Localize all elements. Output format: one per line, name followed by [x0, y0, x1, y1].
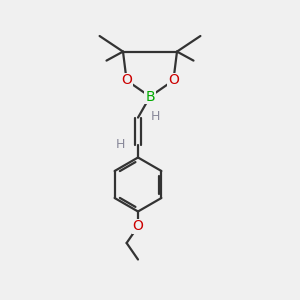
- Text: O: O: [121, 74, 132, 87]
- Text: O: O: [168, 74, 179, 87]
- Text: H: H: [116, 137, 125, 151]
- Text: B: B: [145, 90, 155, 104]
- Text: O: O: [133, 220, 143, 233]
- Text: H: H: [151, 110, 160, 124]
